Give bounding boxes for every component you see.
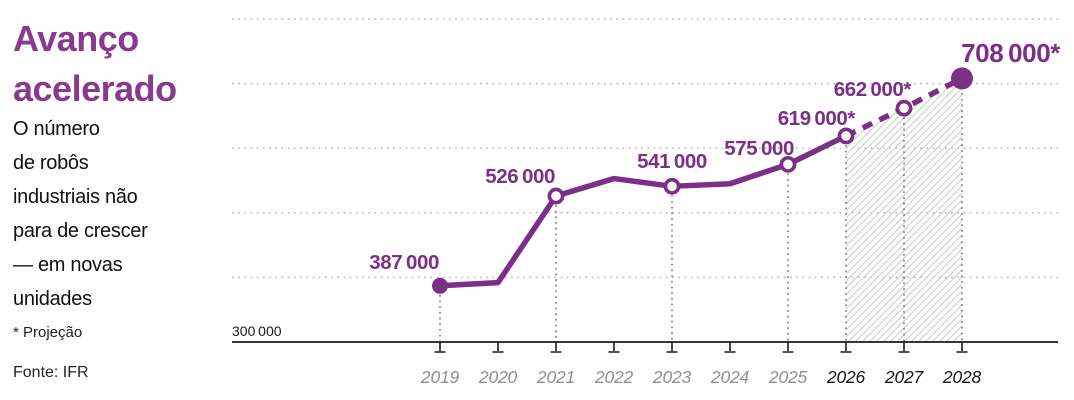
- year-label: 2021: [536, 367, 575, 387]
- axis-tick: [608, 342, 620, 353]
- value-label: 526 000: [485, 165, 555, 188]
- value-label: 662 000*: [834, 78, 912, 101]
- year-label: 2020: [478, 367, 518, 387]
- data-point-open: [547, 187, 565, 205]
- data-point-open: [663, 177, 681, 195]
- projection-footnote: * Projeção: [13, 324, 83, 341]
- year-label: 2026: [826, 367, 866, 387]
- data-point-open: [837, 127, 855, 145]
- axis-tick: [434, 342, 446, 353]
- axis-ticks-group: [434, 342, 968, 353]
- year-label: 2022: [594, 367, 634, 387]
- data-point-open: [779, 155, 797, 173]
- axis-tick: [840, 342, 852, 353]
- data-points-group: [432, 67, 973, 294]
- value-label: 541 000: [637, 150, 707, 173]
- axis-tick: [724, 342, 736, 353]
- value-label: 387 000: [369, 251, 439, 274]
- value-label: 575 000: [724, 137, 794, 160]
- axis-tick: [956, 342, 968, 353]
- value-label: 708 000*: [961, 38, 1061, 68]
- year-label: 2024: [710, 367, 750, 387]
- baseline-label: 300 000: [232, 323, 282, 339]
- axis-tick: [666, 342, 678, 353]
- data-point-open: [895, 99, 913, 117]
- year-label: 2025: [768, 367, 808, 387]
- year-label: 2023: [652, 367, 692, 387]
- year-label: 2019: [420, 367, 460, 387]
- year-label: 2028: [942, 367, 982, 387]
- axis-tick: [898, 342, 910, 353]
- data-point-filled: [432, 277, 448, 294]
- axis-tick: [550, 342, 562, 353]
- projection-hatch-group: [846, 78, 962, 342]
- axis-tick: [492, 342, 504, 353]
- year-labels-group: 2019 2020 2021 2022 2023 2024 2025 2026 2027 2028: [420, 367, 982, 387]
- point-guides-group: [439, 87, 963, 342]
- data-point-filled: [951, 67, 973, 90]
- chart-title: Avanço acelerado: [13, 18, 177, 109]
- year-label: 2027: [884, 367, 925, 387]
- value-labels-group: 387 000 526 000 541 000 575 000 619 000* 662 …: [369, 38, 1061, 274]
- chart-header-panel: Avanço acelerado O número de robôs indus…: [0, 0, 225, 400]
- projection-hatch-area: [846, 78, 962, 342]
- chart-subtitle: O número de robôs industriais não para d…: [13, 118, 148, 310]
- series-line-actual: [437, 133, 849, 289]
- axis-tick: [782, 342, 794, 353]
- source-label: Fonte: IFR: [13, 364, 89, 381]
- value-label: 619 000*: [778, 107, 856, 130]
